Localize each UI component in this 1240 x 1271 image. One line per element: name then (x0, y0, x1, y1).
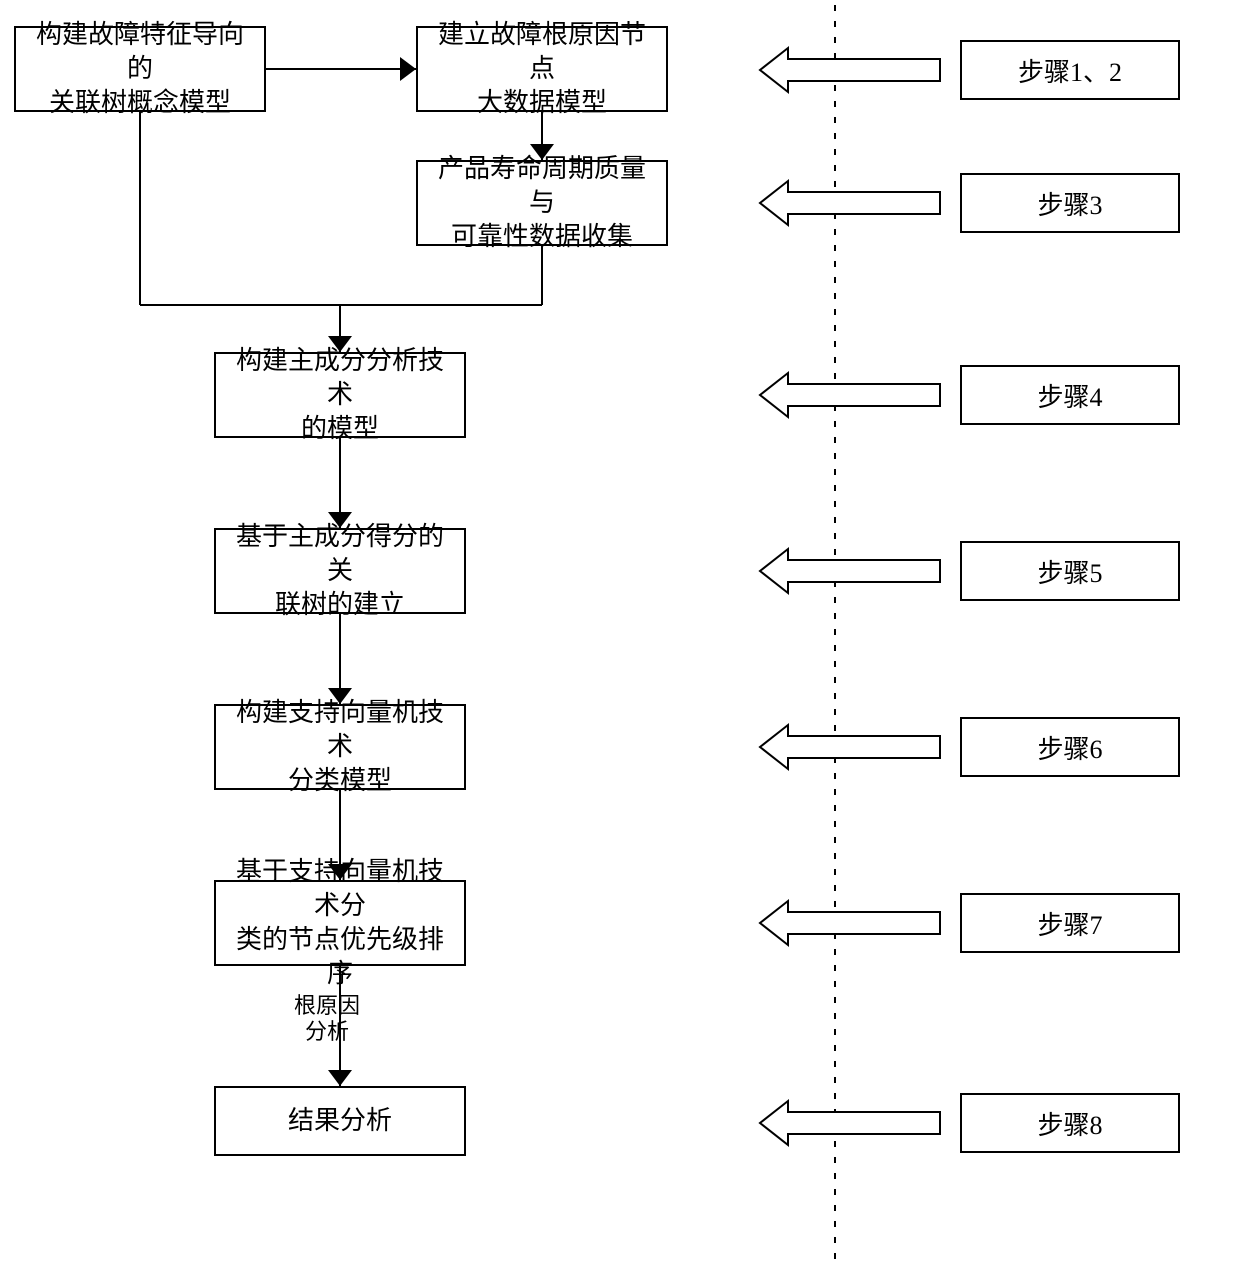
step-s8: 步骤8 (960, 1093, 1180, 1153)
box-b7: 基于支持向量机技术分 类的节点优先级排序 (214, 880, 466, 966)
step-s5: 步骤5 (960, 541, 1180, 601)
step-s3-text: 步骤3 (1037, 185, 1102, 222)
box-b5-text: 基于主成分得分的关 联树的建立 (224, 520, 456, 621)
step-s1: 步骤1、2 (960, 40, 1180, 100)
box-b4: 构建主成分分析技术 的模型 (214, 352, 466, 438)
step-s3: 步骤3 (960, 173, 1180, 233)
step-s4: 步骤4 (960, 365, 1180, 425)
box-b3: 产品寿命周期质量与 可靠性数据收集 (416, 160, 668, 246)
step-s5-text: 步骤5 (1037, 553, 1102, 590)
box-b2-text: 建立故障根原因节点 大数据模型 (426, 18, 658, 119)
step-s4-text: 步骤4 (1037, 377, 1102, 414)
box-b6: 构建支持向量机技术 分类模型 (214, 704, 466, 790)
box-b5: 基于主成分得分的关 联树的建立 (214, 528, 466, 614)
box-b2: 建立故障根原因节点 大数据模型 (416, 26, 668, 112)
step-s8-text: 步骤8 (1037, 1105, 1102, 1142)
step-s6-text: 步骤6 (1037, 729, 1102, 766)
flowchart-canvas: 构建故障特征导向的 关联树概念模型 建立故障根原因节点 大数据模型 产品寿命周期… (0, 0, 1240, 1271)
box-b8: 结果分析 (214, 1086, 466, 1156)
box-b3-text: 产品寿命周期质量与 可靠性数据收集 (426, 152, 658, 253)
box-b7-text: 基于支持向量机技术分 类的节点优先级排序 (224, 855, 456, 990)
box-b1-text: 构建故障特征导向的 关联树概念模型 (24, 18, 256, 119)
step-s7: 步骤7 (960, 893, 1180, 953)
edge-label-root-cause: 根原因 分析 (294, 993, 360, 1046)
box-b8-text: 结果分析 (288, 1104, 392, 1138)
step-s7-text: 步骤7 (1037, 905, 1102, 942)
step-s6: 步骤6 (960, 717, 1180, 777)
box-b6-text: 构建支持向量机技术 分类模型 (224, 696, 456, 797)
box-b1: 构建故障特征导向的 关联树概念模型 (14, 26, 266, 112)
box-b4-text: 构建主成分分析技术 的模型 (224, 344, 456, 445)
step-s1-text: 步骤1、2 (1018, 52, 1122, 89)
